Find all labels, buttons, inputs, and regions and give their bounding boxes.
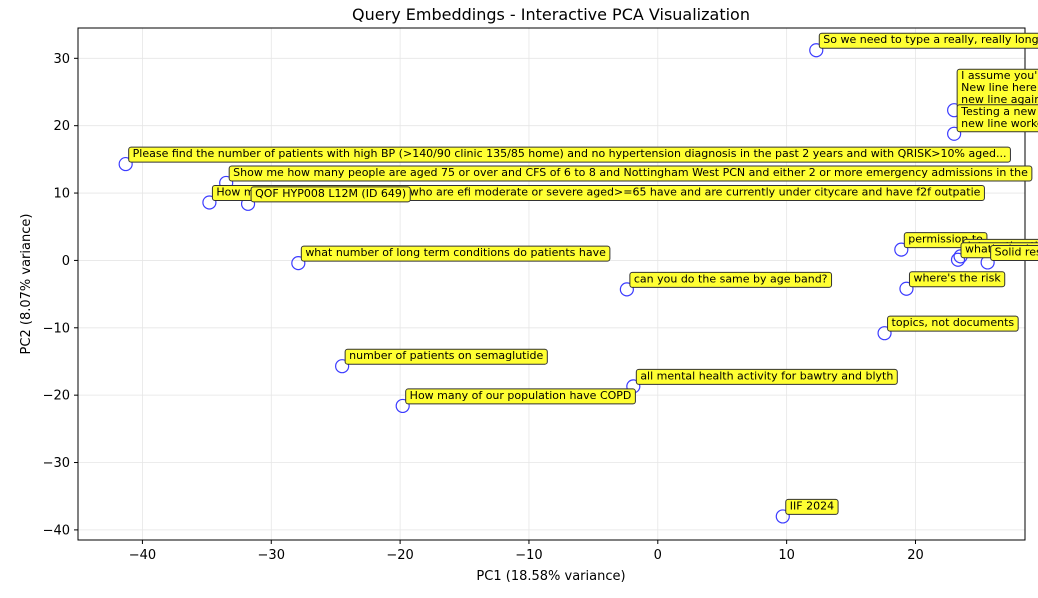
annotation-text: Please find the number of patients with … <box>133 147 1007 160</box>
x-tick-label: 0 <box>654 548 662 563</box>
y-tick-label: −40 <box>43 523 70 538</box>
y-tick-label: 30 <box>53 52 70 67</box>
point-annotation: number of patients on semaglutide <box>344 348 548 365</box>
annotation-box <box>228 165 1033 182</box>
annotation-text: number of patients on semaglutide <box>349 349 543 362</box>
annotation-box <box>635 368 898 385</box>
plot-area <box>77 27 1026 541</box>
point-annotations: So we need to type a really, really long… <box>128 32 1038 515</box>
annotation-text: I assume you'r <box>961 69 1038 82</box>
annotation-text: How many of our population have COPD <box>410 389 632 402</box>
x-tick-label: 10 <box>778 548 795 563</box>
data-point <box>291 256 306 271</box>
x-tick-label: −20 <box>386 548 413 563</box>
point-annotation: Please find the number of patients with … <box>128 146 1011 163</box>
data-point <box>950 252 966 267</box>
annotation-text: New line here <box>961 81 1037 94</box>
data-point <box>775 509 790 524</box>
point-annotation: How many of our population have COPD <box>405 388 636 405</box>
data-point <box>395 398 410 414</box>
annotation-box <box>818 32 1038 49</box>
y-tick-label: 10 <box>53 187 70 202</box>
y-tick-label: −20 <box>43 389 70 404</box>
annotation-text: new line worke <box>961 117 1038 130</box>
grid <box>78 28 1025 540</box>
point-annotation: where's the risk <box>908 271 1006 288</box>
y-axis-label: PC2 (8.07% variance) <box>19 214 34 355</box>
annotation-box <box>956 104 1038 133</box>
x-tick-label: −10 <box>515 548 542 563</box>
annotation-text: QOF HYP008 L12M (ID 649) <box>255 187 406 200</box>
point-annotation: can you do the same by age band? <box>629 271 833 288</box>
y-tick-label: 20 <box>53 119 70 134</box>
data-point <box>899 281 914 296</box>
data-point <box>619 282 634 297</box>
annotation-box <box>990 244 1038 261</box>
annotation-text: all mental health activity for bawtry an… <box>640 369 893 382</box>
point-annotation: IIF 2024 <box>785 498 839 515</box>
point-annotation: So we need to type a really, really long <box>818 32 1038 49</box>
annotation-text: topics, not documents <box>892 316 1015 329</box>
annotation-text: new line again <box>961 93 1038 106</box>
data-point <box>894 242 909 257</box>
data-point <box>118 156 133 172</box>
annotation-text: Solid response <box>995 245 1038 258</box>
annotation-text: what number of long term conditions do p… <box>305 246 606 259</box>
annotation-text: Testing a new <box>960 105 1036 118</box>
chart-title: Query Embeddings - Interactive PCA Visua… <box>352 5 750 24</box>
data-point <box>947 126 962 141</box>
annotation-text: Show me how many people are aged 75 or o… <box>233 166 1028 179</box>
annotation-box <box>250 186 411 203</box>
annotation-box <box>405 388 636 405</box>
annotation-box <box>344 348 548 365</box>
point-annotation: what number of long term conditions do p… <box>300 245 611 262</box>
y-tick-label: −10 <box>43 321 70 336</box>
annotation-box <box>629 271 833 288</box>
annotation-box <box>128 146 1011 163</box>
point-annotation: Show me how many people are aged 75 or o… <box>228 165 1033 182</box>
data-point <box>809 43 824 58</box>
axis-ticks: −40 −30 −20 −10 0 10 20 −40 −30 −20 −10 0 10 20 30 <box>43 52 924 563</box>
annotation-text: where's the risk <box>913 272 1001 285</box>
data-point <box>335 359 350 374</box>
annotation-box <box>785 498 839 515</box>
data-point <box>877 326 892 341</box>
point-annotation: all mental health activity for bawtry an… <box>635 368 898 385</box>
y-tick-label: 0 <box>62 254 70 269</box>
annotation-text: So we need to type a really, really long <box>823 33 1038 46</box>
annotation-box <box>908 271 1006 288</box>
point-annotation: QOF HYP008 L12M (ID 649) <box>250 186 411 203</box>
x-tick-label: −40 <box>129 548 156 563</box>
x-axis-label: PC1 (18.58% variance) <box>476 569 625 584</box>
annotation-box <box>300 245 611 262</box>
x-tick-label: 20 <box>907 548 924 563</box>
x-tick-label: −30 <box>258 548 285 563</box>
data-point <box>202 195 217 210</box>
y-tick-label: −30 <box>43 456 70 471</box>
point-annotation: topics, not documents <box>887 315 1019 332</box>
annotation-box <box>887 315 1019 332</box>
annotation-text: can you do the same by age band? <box>634 272 828 285</box>
point-annotation: Solid response <box>990 244 1038 261</box>
data-points <box>118 43 995 524</box>
annotation-text: IIF 2024 <box>790 499 834 512</box>
